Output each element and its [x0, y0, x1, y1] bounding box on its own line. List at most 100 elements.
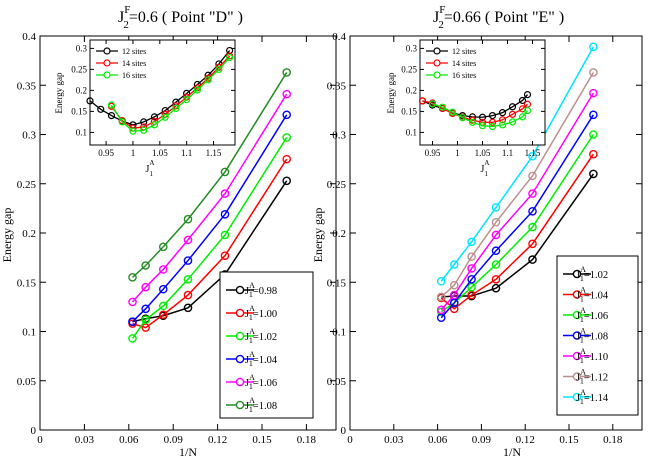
left-x-tick-label: 0.15 [252, 434, 272, 446]
right-data-point [589, 88, 598, 98]
left-x-tick-label: 0.06 [119, 434, 139, 446]
right-inset-x-tick-label: 0.95 [425, 148, 441, 158]
left-data-point [141, 315, 150, 324]
right-inset-data-point [508, 118, 517, 126]
right-data-point [467, 264, 476, 273]
right-data-point [589, 149, 598, 159]
left-inset-legend-label: 14 sites [122, 59, 146, 68]
left-data-point [220, 230, 230, 240]
right-legend-label: JA 1=1.10 [576, 347, 608, 365]
right-inset-data-point [468, 118, 477, 126]
left-data-point [141, 282, 150, 292]
right-inset-data-point [498, 109, 507, 117]
left-inset-data-point [86, 97, 94, 105]
right-series-layer [436, 42, 598, 323]
left-panel-title: JF 2=0.6 ( Point "D" ) [118, 4, 243, 31]
left-x-tick-label: 0.18 [297, 434, 317, 446]
left-inset-data-point [140, 118, 148, 126]
right-inset-x-tick-label: 1.05 [475, 148, 491, 158]
right-data-point [589, 110, 598, 120]
right-inset-y-label: Energy gap [386, 72, 396, 114]
left-legend-label: JA 1=1.08 [245, 396, 277, 414]
left-inset-data-point [107, 101, 116, 109]
right-inset-y-tick-label: 0.3 [406, 43, 418, 53]
right-data-point [491, 203, 501, 212]
left-inset-data-point [140, 126, 148, 134]
left-legend-label: JA 1=0.98 [245, 281, 277, 299]
left-data-point [183, 274, 193, 284]
left-legend-box [219, 271, 314, 419]
right-data-point [491, 217, 501, 227]
left-data-point [220, 167, 230, 177]
left-data-point [158, 310, 168, 320]
right-inset-data-point [518, 96, 527, 105]
right-y-tick-label: 0.4 [332, 31, 346, 43]
left-legend-label: JA 1=1.06 [245, 373, 277, 391]
left-inset-data-point [107, 111, 116, 120]
right-inset-frame [419, 39, 546, 146]
left-data-point [282, 68, 292, 77]
left-x-tick-label: 0.03 [75, 434, 95, 446]
right-inset-data-point [458, 114, 467, 122]
right-data-point [436, 276, 446, 286]
right-inset-data-point [488, 111, 497, 120]
left-data-point [141, 261, 150, 270]
left-inset-data-point [129, 127, 137, 135]
left-series-layer [128, 68, 292, 343]
right-legend-label: JA 1=1.06 [576, 306, 608, 324]
right-inset-data-point [523, 90, 532, 99]
left-inset-data-point [97, 105, 105, 113]
left-legend-swatch-marker [235, 377, 245, 387]
right-data-point [436, 305, 446, 315]
right-data-point [491, 260, 501, 269]
left-data-point [183, 303, 193, 313]
left-inset-x-tick-label: 1.15 [206, 148, 222, 158]
left-y-tick-label: 0.3 [22, 130, 36, 142]
right-inset-legend-label: 16 sites [452, 71, 476, 80]
left-legend-swatch-marker [235, 354, 245, 364]
left-data-point [282, 89, 292, 99]
left-data-point [282, 176, 292, 186]
right-inset-data-point [488, 122, 497, 131]
right-inset-data-point [438, 103, 447, 111]
left-data-point [183, 235, 193, 245]
left-y-axis-label: Energy gap [0, 208, 14, 263]
right-data-point [467, 237, 476, 247]
left-data-point [282, 110, 292, 120]
right-inset-data-point [523, 106, 532, 115]
left-data-point [183, 256, 193, 265]
left-inset-y-tick-label: 0.25 [71, 64, 87, 74]
left-data-point [282, 133, 292, 142]
right-legend: JA 1=1.02 JA 1=1.04 JA 1=1.06 JA 1=1.08 JA 1=1.10… [556, 255, 639, 416]
right-inset-series-line [432, 103, 529, 128]
left-inset-legend-marker [103, 71, 111, 79]
left-data-point [183, 214, 193, 224]
left-inset-x-label: JA 1 [146, 159, 155, 178]
right-legend-label: JA 1=1.04 [576, 286, 609, 304]
right-legend-swatch-marker [572, 310, 582, 320]
left-inset-series-line [110, 57, 231, 132]
right-legend-swatch-marker [572, 269, 582, 279]
right-data-point [589, 42, 598, 52]
right-y-tick-label: 0.1 [332, 327, 346, 339]
right-inset-data-point [428, 100, 437, 108]
left-inset-legend-marker [103, 47, 111, 55]
right-y-tick-label: 0.35 [327, 80, 347, 92]
right-y-tick-label: 0.05 [327, 376, 347, 388]
left-inset-data-point [118, 118, 126, 126]
left-inset-data-point [226, 54, 234, 62]
right-legend-swatch-marker [572, 290, 582, 299]
left-data-point [128, 273, 137, 282]
right-data-point [491, 274, 501, 284]
left-inset-data-point [215, 65, 223, 74]
left-data-point [141, 304, 150, 314]
right-y-tick-label: 0 [341, 425, 347, 437]
right-legend-swatch-marker [572, 331, 582, 340]
right-data-point [491, 283, 501, 293]
right-inset-legend-label: 14 sites [452, 59, 476, 68]
left-series-line [132, 158, 288, 329]
right-x-tick-label: 0.12 [516, 434, 535, 446]
left-inset-y-tick-label: 0.3 [76, 43, 88, 53]
left-legend-swatch-marker [235, 400, 245, 410]
